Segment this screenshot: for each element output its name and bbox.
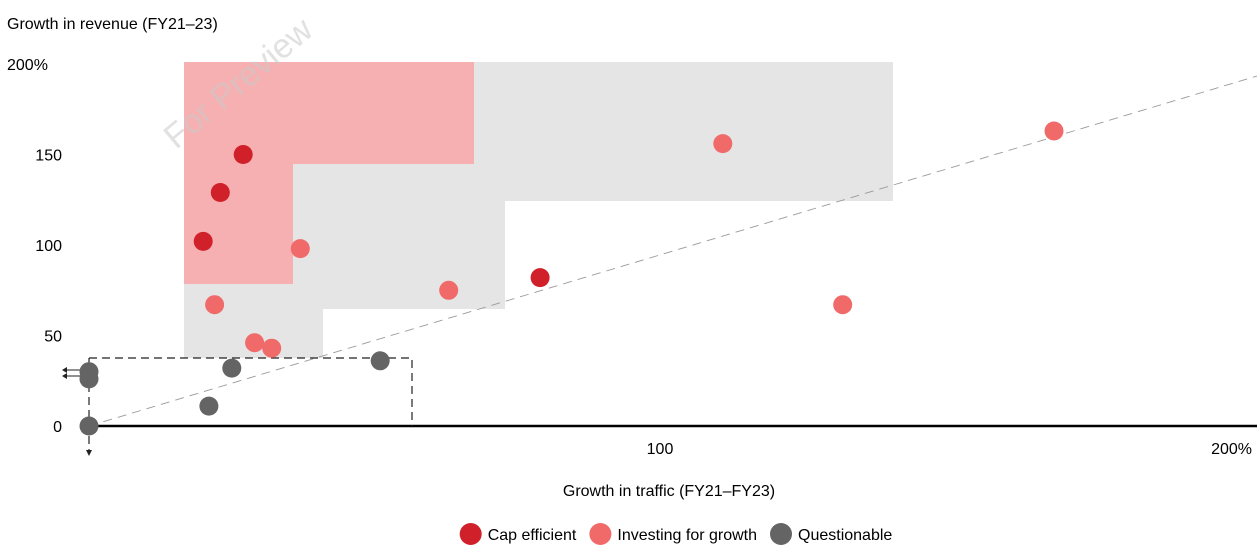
y-tick-label: 0 [53, 419, 62, 436]
point-investing-for-growth [290, 239, 310, 259]
x-tick-labels: 100 200% [647, 441, 1252, 458]
background-zones [184, 62, 893, 358]
legend-label-cap-efficient: Cap efficient [488, 527, 577, 544]
point-cap-efficient [233, 145, 253, 164]
legend-label-questionable: Questionable [798, 527, 892, 544]
legend: Cap efficient Investing for growth Questio… [459, 523, 892, 545]
point-questionable [370, 351, 390, 371]
point-investing-for-growth [205, 295, 225, 315]
y-tick-label: 100 [35, 238, 62, 255]
x-tick-label: 200% [1211, 441, 1252, 458]
point-investing-for-growth [245, 333, 265, 353]
arrow-left-icon [62, 373, 67, 379]
y-tick-labels: 0 50 100 150 200% [7, 57, 62, 436]
point-questionable [222, 358, 242, 378]
y-axis-title: Growth in revenue (FY21–23) [7, 16, 218, 33]
point-investing-for-growth [439, 280, 459, 300]
point-cap-efficient [210, 183, 230, 202]
arrow-down-icon [86, 450, 92, 456]
point-investing-for-growth [1044, 121, 1064, 141]
pink-zone [184, 62, 474, 284]
questionable-box-outline [89, 357, 413, 426]
x-axis-title: Growth in traffic (FY21–FY23) [563, 483, 775, 500]
point-investing-for-growth [262, 338, 282, 358]
arrow-left-icon [62, 367, 67, 373]
y-tick-label: 50 [44, 329, 62, 346]
point-cap-efficient [530, 268, 550, 288]
legend-marker-questionable [770, 523, 792, 545]
y-tick-label: 200% [7, 57, 48, 74]
point-investing-for-growth [833, 295, 853, 315]
y-tick-label: 150 [35, 148, 62, 165]
point-cap-efficient [193, 231, 213, 251]
data-points [79, 121, 1064, 436]
legend-marker-cap-efficient [459, 523, 482, 545]
legend-label-investing-for-growth: Investing for growth [617, 527, 757, 544]
point-questionable [79, 416, 99, 436]
point-questionable [199, 396, 219, 416]
legend-marker-investing-for-growth [589, 523, 612, 545]
point-investing-for-growth [713, 134, 733, 154]
reference-line-y-equals-x [88, 75, 1257, 427]
point-questionable [79, 369, 99, 389]
x-tick-label: 100 [647, 441, 674, 458]
